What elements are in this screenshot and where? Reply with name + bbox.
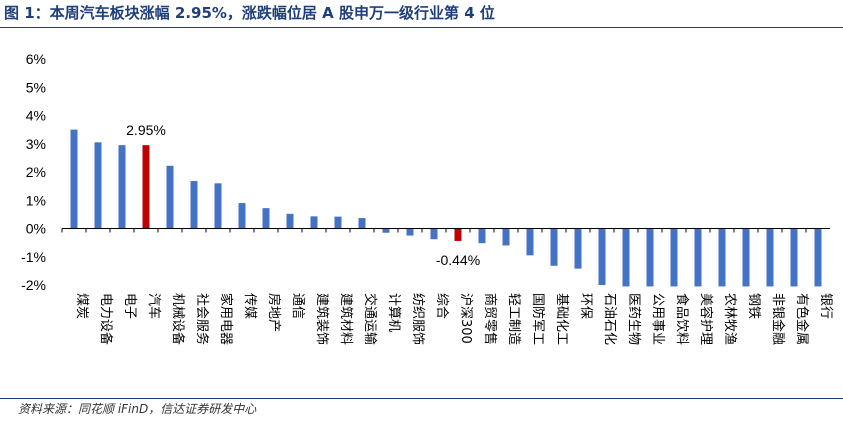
bar xyxy=(622,228,630,287)
bar xyxy=(478,228,486,244)
x-tick-label: 轻工制造 xyxy=(506,293,521,345)
bar xyxy=(742,228,750,287)
bar xyxy=(790,228,798,287)
x-tick-label: 建筑装饰 xyxy=(314,293,330,345)
page-title: 图 1：本周汽车板块涨幅 2.95%，涨跌幅位居 A 股申万一级行业第 4 位 xyxy=(4,4,495,22)
y-tick-label: 5% xyxy=(26,79,46,95)
bar xyxy=(94,142,102,229)
bar xyxy=(190,181,198,229)
x-tick-label: 有色金属 xyxy=(794,293,810,345)
x-tick-label: 电力设备 xyxy=(98,293,114,345)
x-tick-label: 建筑材料 xyxy=(338,293,354,345)
x-tick-label: 公用事业 xyxy=(650,293,665,345)
y-tick-label: 1% xyxy=(26,192,46,208)
bar xyxy=(526,228,534,256)
bar-chart: -2% -1% 0% 1% 2% 3% 4% 5% 6% 煤炭 电力设备 电子 汽车 机械设备 社会服务家… xyxy=(21,51,833,345)
bar xyxy=(718,228,726,287)
x-tick-label: 美容护理 xyxy=(698,293,714,345)
bars xyxy=(61,129,822,287)
bar xyxy=(550,228,558,266)
x-tick-label: 房地产 xyxy=(266,293,282,332)
y-tick-label: 6% xyxy=(26,51,46,67)
x-tick-label: 社会服务 xyxy=(194,293,210,345)
y-axis: -2% -1% 0% 1% 2% 3% 4% 5% 6% xyxy=(21,51,46,293)
data-label: -0.44% xyxy=(436,252,480,268)
x-tick-label: 食品饮料 xyxy=(674,293,690,345)
bar xyxy=(334,216,342,229)
x-tick-label: 商贸零售 xyxy=(482,293,498,345)
bar xyxy=(646,228,654,287)
bar xyxy=(406,228,414,236)
bar xyxy=(118,145,126,229)
bar xyxy=(670,228,678,287)
bar xyxy=(70,129,78,229)
x-tick-label: 基础化工 xyxy=(554,293,569,345)
bar xyxy=(430,228,438,240)
x-tick-label: 家用电器 xyxy=(218,293,234,345)
bar xyxy=(286,213,294,229)
x-tick-label: 非银金融 xyxy=(770,293,786,345)
x-tick-label: 医药生物 xyxy=(626,293,641,345)
bar xyxy=(814,228,822,287)
title-divider xyxy=(0,27,843,28)
bar xyxy=(238,203,246,229)
x-tick-label: 计算机 xyxy=(386,293,401,332)
x-tick-label: 钢铁 xyxy=(746,293,761,319)
bar xyxy=(502,228,510,246)
x-tick-label: 国防军工 xyxy=(530,293,546,345)
x-tick-label: 机械设备 xyxy=(170,293,186,345)
y-tick-label: 2% xyxy=(26,164,46,180)
y-tick-label: -2% xyxy=(21,277,46,293)
bar xyxy=(766,228,774,287)
x-tick-label: 环保 xyxy=(578,293,593,319)
bar xyxy=(358,218,366,229)
x-tick-label: 石油石化 xyxy=(602,293,617,345)
bar xyxy=(454,228,462,241)
x-axis-labels: 煤炭 电力设备 电子 汽车 机械设备 社会服务 家用电器 传媒 房地产 通信 建筑装饰 建筑材料 交通运… xyxy=(74,293,833,345)
x-tick-label: 交通运输 xyxy=(362,293,378,345)
x-tick-label: 银行 xyxy=(818,293,833,319)
y-tick-label: 3% xyxy=(26,136,46,152)
y-tick-label: 4% xyxy=(26,108,46,124)
bar xyxy=(598,228,606,285)
footer-divider xyxy=(0,398,843,399)
x-tick-label: 通信 xyxy=(290,293,305,319)
x-tick-label: 沪深300 xyxy=(458,293,474,344)
bar xyxy=(214,183,222,229)
bar xyxy=(262,208,270,229)
x-tick-label: 纺织服饰 xyxy=(410,293,425,345)
source-note: 资料来源：同花顺 iFinD，信达证券研发中心 xyxy=(18,402,257,416)
x-tick-label: 汽车 xyxy=(146,293,162,319)
x-tick-label: 综合 xyxy=(434,293,449,319)
bar xyxy=(310,216,318,229)
bar xyxy=(694,228,702,287)
x-tick-label: 农林牧渔 xyxy=(722,293,737,345)
data-label: 2.95% xyxy=(126,122,166,138)
data-labels: 2.95% -0.44% xyxy=(126,122,480,268)
bar xyxy=(142,145,150,229)
x-tick-label: 煤炭 xyxy=(74,293,89,319)
bar xyxy=(382,228,390,233)
y-tick-label: -1% xyxy=(21,249,46,265)
x-tick-label: 电子 xyxy=(122,293,137,319)
x-tick-label: 传媒 xyxy=(242,293,257,319)
bar xyxy=(166,165,174,229)
bar xyxy=(574,228,582,269)
y-tick-label: 0% xyxy=(26,221,46,237)
